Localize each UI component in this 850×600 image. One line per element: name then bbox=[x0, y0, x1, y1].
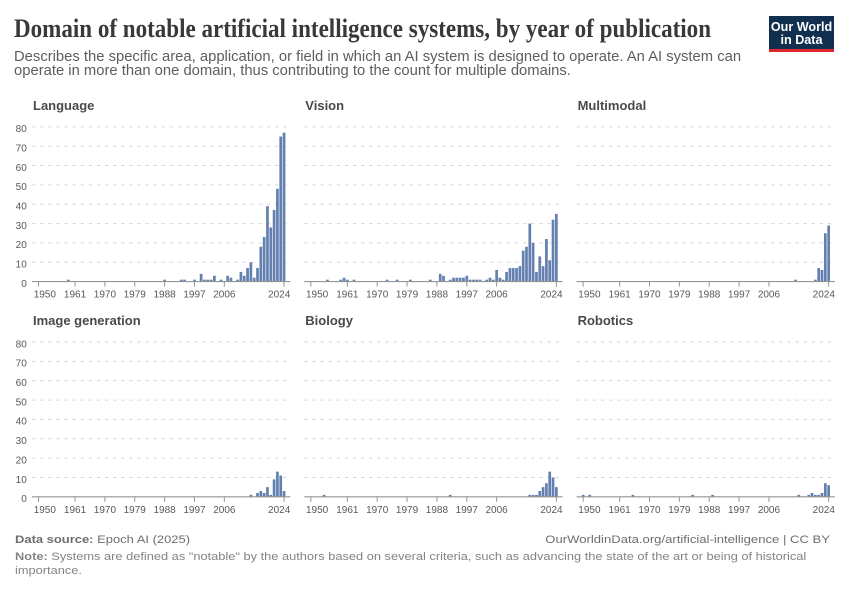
svg-text:1988: 1988 bbox=[153, 505, 176, 516]
svg-text:1979: 1979 bbox=[124, 290, 147, 301]
svg-text:1979: 1979 bbox=[396, 505, 419, 516]
svg-text:1988: 1988 bbox=[426, 505, 449, 516]
svg-text:Vision: Vision bbox=[305, 98, 344, 113]
svg-text:2006: 2006 bbox=[213, 505, 236, 516]
svg-text:60: 60 bbox=[16, 163, 28, 174]
svg-text:20: 20 bbox=[16, 455, 28, 466]
svg-text:1970: 1970 bbox=[94, 290, 117, 301]
svg-text:2024: 2024 bbox=[813, 290, 836, 301]
svg-text:50: 50 bbox=[16, 182, 28, 193]
svg-text:10: 10 bbox=[16, 475, 28, 486]
svg-text:1997: 1997 bbox=[183, 290, 206, 301]
svg-text:2006: 2006 bbox=[213, 290, 236, 301]
svg-text:2024: 2024 bbox=[268, 290, 291, 301]
svg-text:70: 70 bbox=[16, 359, 28, 370]
svg-text:2024: 2024 bbox=[268, 505, 291, 516]
svg-text:1961: 1961 bbox=[609, 505, 632, 516]
svg-text:1961: 1961 bbox=[336, 290, 359, 301]
svg-text:2006: 2006 bbox=[758, 290, 781, 301]
svg-text:Biology: Biology bbox=[305, 313, 353, 328]
svg-text:1970: 1970 bbox=[94, 505, 117, 516]
svg-text:80: 80 bbox=[16, 339, 28, 350]
svg-text:1979: 1979 bbox=[668, 505, 691, 516]
svg-text:1950: 1950 bbox=[34, 290, 57, 301]
svg-text:1950: 1950 bbox=[34, 505, 57, 516]
svg-text:1997: 1997 bbox=[183, 505, 206, 516]
svg-text:2024: 2024 bbox=[540, 505, 563, 516]
svg-text:1950: 1950 bbox=[306, 290, 329, 301]
svg-text:1997: 1997 bbox=[728, 505, 751, 516]
svg-text:50: 50 bbox=[16, 397, 28, 408]
svg-text:1979: 1979 bbox=[396, 290, 419, 301]
svg-text:1988: 1988 bbox=[153, 290, 176, 301]
svg-text:40: 40 bbox=[16, 417, 28, 428]
svg-text:1950: 1950 bbox=[306, 505, 329, 516]
svg-text:2006: 2006 bbox=[486, 505, 509, 516]
svg-text:Robotics: Robotics bbox=[578, 313, 634, 328]
svg-text:1988: 1988 bbox=[698, 505, 721, 516]
svg-text:2024: 2024 bbox=[540, 290, 563, 301]
svg-text:2006: 2006 bbox=[486, 290, 509, 301]
svg-text:1997: 1997 bbox=[456, 505, 479, 516]
svg-text:0: 0 bbox=[21, 279, 27, 290]
svg-text:1970: 1970 bbox=[638, 290, 661, 301]
svg-text:10: 10 bbox=[16, 260, 28, 271]
svg-text:70: 70 bbox=[16, 143, 28, 154]
svg-text:0: 0 bbox=[21, 494, 27, 505]
svg-text:2024: 2024 bbox=[813, 505, 836, 516]
svg-text:1961: 1961 bbox=[64, 290, 87, 301]
svg-text:30: 30 bbox=[16, 436, 28, 447]
svg-text:80: 80 bbox=[16, 124, 28, 135]
svg-text:1997: 1997 bbox=[728, 290, 751, 301]
svg-text:Image generation: Image generation bbox=[33, 313, 141, 328]
svg-text:30: 30 bbox=[16, 221, 28, 232]
svg-text:1950: 1950 bbox=[578, 505, 601, 516]
svg-text:1988: 1988 bbox=[426, 290, 449, 301]
svg-text:1961: 1961 bbox=[336, 505, 359, 516]
svg-text:20: 20 bbox=[16, 240, 28, 251]
svg-text:1961: 1961 bbox=[609, 290, 632, 301]
svg-text:40: 40 bbox=[16, 202, 28, 213]
svg-text:60: 60 bbox=[16, 378, 28, 389]
svg-text:2006: 2006 bbox=[758, 505, 781, 516]
svg-text:Language: Language bbox=[33, 98, 94, 113]
svg-text:Multimodal: Multimodal bbox=[578, 98, 647, 113]
svg-text:1997: 1997 bbox=[456, 290, 479, 301]
svg-text:1979: 1979 bbox=[124, 505, 147, 516]
svg-text:1970: 1970 bbox=[366, 505, 389, 516]
svg-text:1970: 1970 bbox=[638, 505, 661, 516]
svg-text:1979: 1979 bbox=[668, 290, 691, 301]
svg-text:1988: 1988 bbox=[698, 290, 721, 301]
svg-text:1961: 1961 bbox=[64, 505, 87, 516]
svg-text:1970: 1970 bbox=[366, 290, 389, 301]
svg-text:1950: 1950 bbox=[578, 290, 601, 301]
